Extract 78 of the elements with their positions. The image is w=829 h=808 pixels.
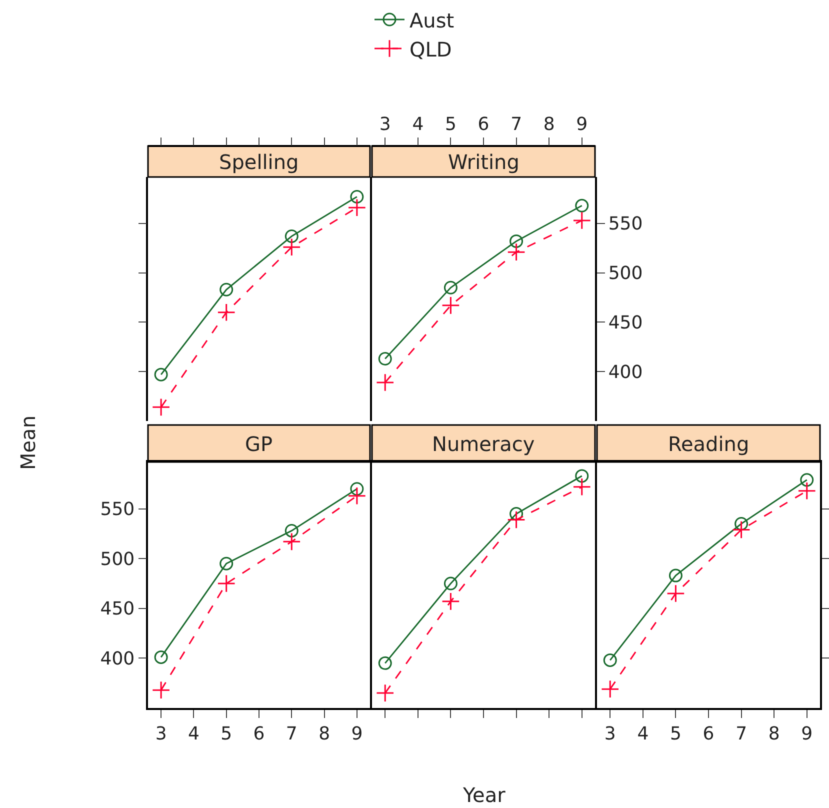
point [217, 574, 236, 593]
point [798, 482, 816, 500]
point [507, 510, 526, 529]
point [575, 469, 589, 483]
x-tick-label: 4 [188, 723, 200, 744]
x-tick-label: 5 [670, 723, 682, 744]
x-tick-label: 5 [444, 114, 456, 136]
x-tick-label: 6 [253, 723, 265, 744]
x-tick-label: 8 [768, 723, 780, 744]
chart-title: Spelling [219, 150, 299, 174]
point [734, 517, 748, 530]
x-axis-title: Year [462, 783, 506, 807]
point [510, 234, 524, 248]
point [282, 532, 301, 551]
chart-title: Writing [448, 150, 520, 174]
x-tick-label: 3 [604, 723, 616, 744]
point [572, 211, 592, 230]
x-tick-label: 9 [801, 723, 813, 744]
point [376, 373, 394, 392]
point [510, 507, 524, 521]
y-axis-title: Mean [16, 416, 40, 470]
point [442, 296, 460, 315]
x-tick-label: 7 [736, 723, 748, 744]
chart-title: GP [245, 432, 273, 456]
y-tick-label: 400 [608, 362, 643, 383]
legend-label: QLD [410, 37, 452, 62]
point [220, 282, 234, 296]
point [350, 482, 364, 496]
x-tick-label: 7 [510, 114, 522, 136]
point [348, 486, 366, 506]
point [284, 230, 298, 244]
point [600, 680, 620, 698]
point [444, 576, 458, 590]
point [800, 473, 814, 487]
y-tick-label: 400 [100, 648, 135, 670]
point [282, 238, 301, 256]
point [575, 198, 589, 212]
point [152, 398, 170, 416]
y-tick-label: 450 [608, 312, 643, 334]
point [732, 520, 750, 539]
point [284, 524, 298, 538]
x-tick-label: 8 [318, 723, 330, 744]
point [350, 190, 364, 204]
legend-label: Aust [410, 8, 454, 32]
x-tick-label: 6 [702, 723, 714, 744]
x-tick-label: 9 [576, 114, 588, 136]
x-tick-label: 6 [478, 114, 490, 136]
y-tick-label: 550 [608, 214, 643, 235]
point [603, 653, 617, 667]
x-tick-label: 4 [637, 723, 649, 744]
point [152, 680, 170, 700]
y-tick-label: 550 [100, 499, 135, 520]
point [154, 650, 168, 664]
x-tick-label: 3 [155, 723, 167, 744]
x-tick-label: 9 [351, 723, 363, 744]
point [444, 280, 458, 294]
y-tick-label: 500 [100, 548, 135, 570]
x-tick-label: 8 [543, 114, 555, 136]
point [572, 478, 592, 496]
x-tick-label: 3 [379, 114, 391, 136]
point [668, 568, 682, 582]
y-tick-label: 500 [608, 263, 643, 284]
point [442, 592, 460, 611]
point [348, 198, 366, 217]
chart-title: Reading [668, 432, 750, 456]
x-tick-label: 7 [286, 723, 298, 744]
point [217, 303, 236, 322]
x-tick-label: 4 [412, 114, 424, 136]
point [666, 584, 685, 603]
x-tick-label: 5 [220, 723, 232, 744]
point [376, 684, 394, 702]
point [220, 556, 234, 570]
point [378, 656, 392, 670]
point [507, 242, 526, 262]
chart-title: Numeracy [432, 432, 535, 456]
y-tick-label: 450 [100, 598, 135, 620]
point [378, 352, 392, 366]
point [154, 368, 168, 382]
